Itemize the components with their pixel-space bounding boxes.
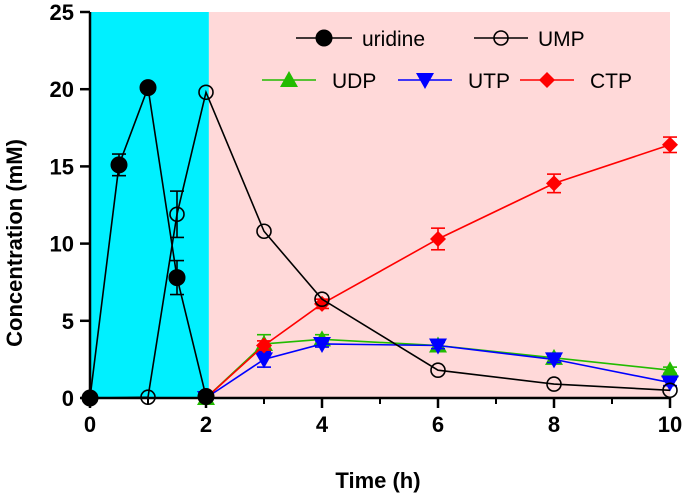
y-tick-label-1: 5 — [62, 309, 74, 334]
legend-label-uridine: uridine — [362, 28, 425, 51]
legend-item-ump: UMP — [474, 28, 585, 51]
data-point-ump-3 — [198, 84, 214, 101]
series-line-ctp — [205, 144, 671, 399]
x-tick-label-2: 4 — [316, 412, 329, 437]
data-point-ctp-5 — [662, 136, 678, 153]
x-tick-label-4: 8 — [548, 412, 560, 437]
data-point-ctp-4 — [546, 175, 562, 192]
x-tick-label-3: 6 — [432, 412, 444, 437]
data-point-utp-1 — [255, 352, 273, 369]
data-point-uridine-3 — [168, 269, 186, 287]
x-tick-label-1: 2 — [200, 412, 212, 437]
axes: 0 2 4 6 8 10 0 5 10 15 20 25 — [50, 0, 683, 437]
y-tick-label-5: 25 — [50, 0, 74, 25]
data-point-ump-5 — [314, 291, 330, 307]
series-line-ump — [89, 89, 671, 399]
legend-label-utp: UTP — [468, 70, 510, 93]
x-axis-title: Time (h) — [335, 468, 420, 493]
legend-marker-ctp — [539, 72, 555, 88]
legend-item-ctp: CTP — [520, 70, 632, 93]
data-point-ctp-1 — [256, 337, 272, 354]
data-point-utp-3 — [429, 338, 447, 355]
legend-marker-ump — [493, 30, 509, 46]
legend-label-udp: UDP — [332, 70, 376, 93]
legend-marker-utp — [416, 73, 434, 89]
series-line-udp — [205, 338, 671, 399]
background-region-1 — [208, 12, 670, 398]
series-ctp — [198, 136, 678, 406]
legend-item-udp: UDP — [262, 70, 376, 93]
data-point-ump-2 — [169, 206, 185, 223]
y-tick-label-4: 20 — [50, 77, 74, 102]
legend-marker-uridine — [315, 29, 333, 47]
data-point-ump-7 — [546, 376, 562, 392]
legend-marker-udp — [280, 71, 298, 87]
data-point-ump-6 — [430, 362, 446, 379]
data-point-ctp-3 — [430, 230, 446, 247]
data-point-utp-4 — [545, 352, 563, 369]
y-tick-label-3: 15 — [50, 154, 74, 179]
data-point-uridine-2 — [139, 79, 157, 97]
series-layer — [81, 79, 679, 407]
background-regions — [90, 12, 670, 398]
series-uridine — [81, 79, 215, 407]
background-region-0 — [90, 12, 209, 398]
x-tick-label-0: 0 — [84, 412, 96, 437]
data-point-utp-2 — [313, 336, 331, 353]
legend-label-ump: UMP — [538, 28, 585, 51]
data-point-ump-4 — [256, 223, 272, 240]
y-tick-label-0: 0 — [62, 386, 74, 411]
legend: uridine UMP UDP UTP CTP — [262, 28, 632, 93]
series-line-utp — [205, 343, 671, 399]
legend-item-uridine: uridine — [296, 28, 425, 51]
data-point-uridine-1 — [110, 156, 128, 174]
data-point-udp-5 — [661, 361, 679, 378]
data-point-ctp-2 — [314, 295, 330, 312]
x-tick-label-5: 10 — [658, 412, 682, 437]
y-axis-title: Concentration (mM) — [2, 139, 27, 347]
legend-label-ctp: CTP — [590, 70, 632, 93]
y-tick-label-2: 10 — [50, 232, 74, 257]
error-bar-ump-2 — [170, 190, 184, 239]
legend-item-utp: UTP — [398, 70, 510, 93]
